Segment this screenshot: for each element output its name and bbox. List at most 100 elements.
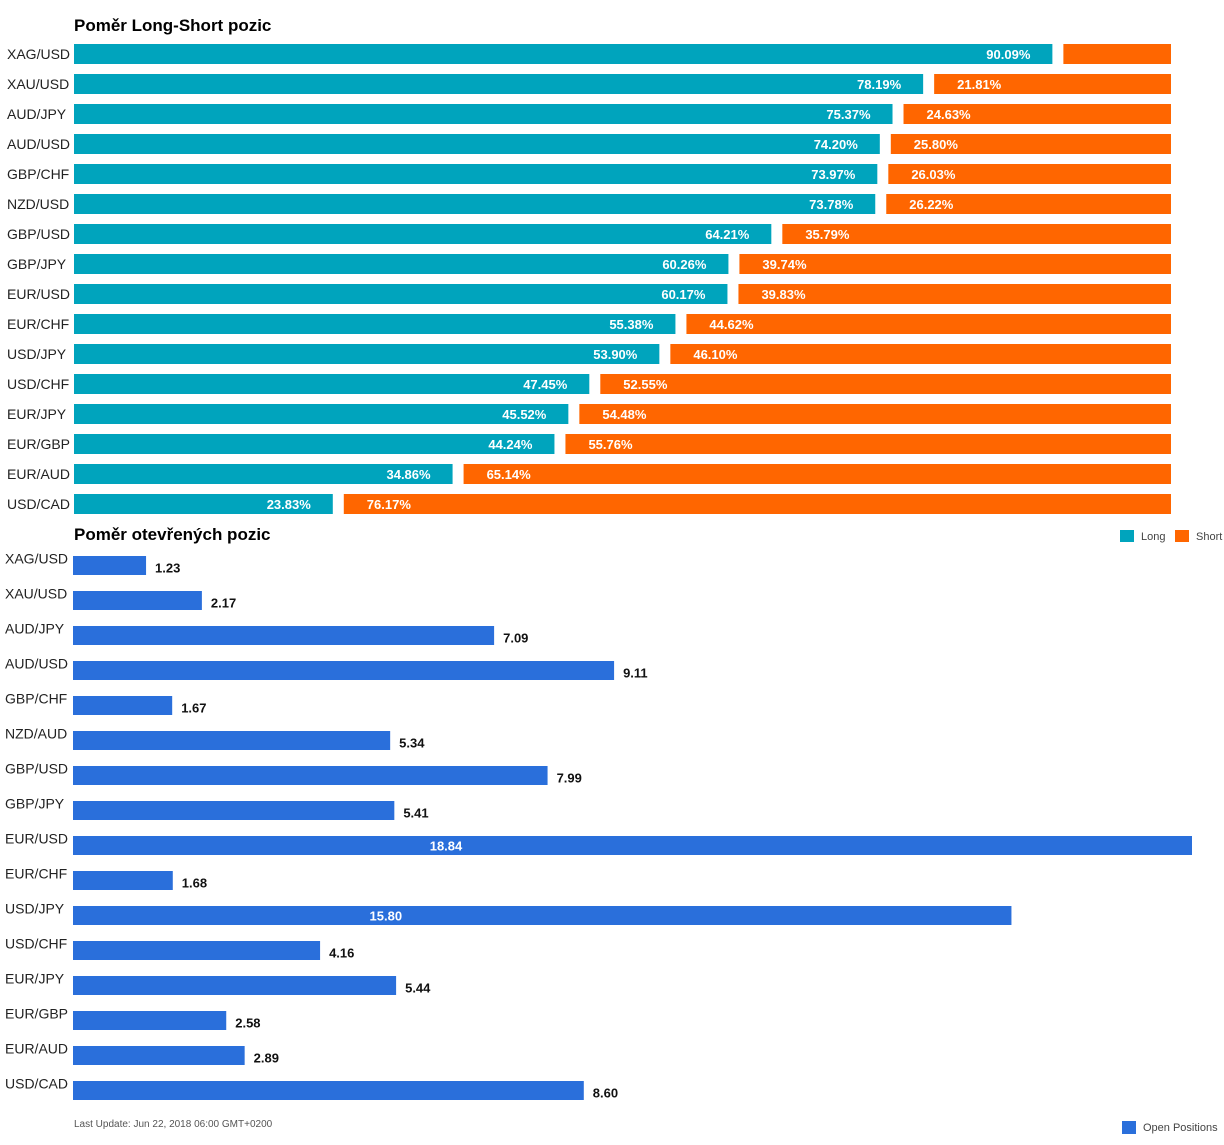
legend-long-swatch — [1120, 530, 1134, 542]
ls-category-label-xau-usd: XAU/USD — [7, 76, 69, 92]
op-category-label-usd-chf-11: USD/CHF — [5, 936, 67, 952]
op-bar-xag-usd-0 — [73, 556, 147, 575]
ls-long-bar-gbp-usd — [74, 224, 772, 244]
ls-short-value-usd-jpy: 46.10% — [693, 347, 738, 362]
op-category-label-eur-gbp-13: EUR/GBP — [5, 1006, 68, 1022]
ls-short-bar-gbp-usd — [782, 224, 1171, 244]
op-value-gbp-chf-4: 1.67 — [181, 701, 206, 716]
op-category-label-eur-usd-8: EUR/USD — [5, 831, 68, 847]
legend-open-positions-swatch — [1122, 1121, 1136, 1134]
ls-short-value-gbp-chf: 26.03% — [911, 167, 956, 182]
ls-long-bar-xag-usd — [74, 44, 1053, 64]
ls-category-label-nzd-usd: NZD/USD — [7, 196, 69, 212]
ls-category-label-eur-chf: EUR/CHF — [7, 316, 69, 332]
op-value-usd-jpy-10: 15.80 — [370, 909, 403, 924]
op-value-xag-usd-0: 1.23 — [155, 561, 180, 576]
ls-long-value-gbp-usd: 64.21% — [705, 227, 750, 242]
op-value-eur-jpy-12: 5.44 — [405, 981, 431, 996]
op-category-label-aud-jpy-2: AUD/JPY — [5, 621, 65, 637]
ls-short-bar-gbp-jpy — [739, 254, 1171, 274]
ls-long-bar-aud-jpy — [74, 104, 893, 124]
op-bar-gbp-usd-6 — [73, 766, 548, 785]
op-category-label-nzd-aud-5: NZD/AUD — [5, 726, 67, 742]
ls-short-bar-nzd-usd — [886, 194, 1171, 214]
ls-long-value-aud-jpy: 75.37% — [826, 107, 871, 122]
op-bar-eur-usd-8 — [73, 836, 1192, 855]
ls-short-value-nzd-usd: 26.22% — [909, 197, 954, 212]
ls-long-bar-eur-chf — [74, 314, 676, 334]
op-category-label-gbp-chf-4: GBP/CHF — [5, 691, 67, 707]
ls-long-value-nzd-usd: 73.78% — [809, 197, 854, 212]
ls-short-bar-xag-usd — [1063, 44, 1171, 64]
ls-short-value-eur-usd: 39.83% — [761, 287, 806, 302]
legend-short-label: Short — [1196, 531, 1222, 543]
ls-short-value-eur-jpy: 54.48% — [602, 407, 647, 422]
ls-long-value-xag-usd: 90.09% — [986, 47, 1031, 62]
op-bar-usd-chf-11 — [73, 941, 321, 960]
ls-short-value-aud-jpy: 24.63% — [927, 107, 972, 122]
open-positions-chart: XAG/USD 1.23 XAU/USD 2.17 AUD/JPY 7.09 AUD/USD… — [5, 551, 1192, 1101]
op-category-label-usd-cad-15: USD/CAD — [5, 1076, 68, 1092]
ls-category-label-xag-usd: XAG/USD — [7, 46, 70, 62]
ls-long-value-usd-chf: 47.45% — [523, 377, 568, 392]
op-value-gbp-jpy-7: 5.41 — [403, 806, 428, 821]
ls-category-label-usd-cad: USD/CAD — [7, 496, 70, 512]
ls-long-bar-aud-usd — [74, 134, 880, 154]
ls-long-value-xau-usd: 78.19% — [857, 77, 902, 92]
op-category-label-gbp-jpy-7: GBP/JPY — [5, 796, 65, 812]
ls-category-label-gbp-jpy: GBP/JPY — [7, 256, 67, 272]
ls-short-bar-gbp-chf — [888, 164, 1171, 184]
op-bar-gbp-jpy-7 — [73, 801, 395, 820]
ls-long-bar-usd-cad — [74, 494, 333, 514]
ls-long-value-eur-gbp: 44.24% — [488, 437, 533, 452]
op-bar-aud-usd-3 — [73, 661, 615, 680]
ls-short-value-gbp-usd: 35.79% — [805, 227, 850, 242]
op-value-aud-jpy-2: 7.09 — [503, 631, 528, 646]
op-bar-eur-jpy-12 — [73, 976, 397, 995]
ls-category-label-gbp-usd: GBP/USD — [7, 226, 70, 242]
op-bar-eur-aud-14 — [73, 1046, 245, 1065]
legend-open-positions-label: Open Positions — [1143, 1122, 1218, 1134]
ls-short-bar-usd-cad — [343, 494, 1171, 514]
ls-category-label-gbp-chf: GBP/CHF — [7, 166, 69, 182]
op-value-eur-gbp-13: 2.58 — [235, 1016, 260, 1031]
ls-long-bar-gbp-chf — [74, 164, 878, 184]
op-value-usd-cad-15: 8.60 — [593, 1086, 618, 1101]
ls-short-bar-xau-usd — [934, 74, 1171, 94]
long-short-chart-title: Poměr Long-Short pozic — [74, 16, 271, 35]
op-category-label-eur-aud-14: EUR/AUD — [5, 1041, 68, 1057]
op-bar-gbp-chf-4 — [73, 696, 173, 715]
ls-long-bar-usd-chf — [74, 374, 590, 394]
ls-short-value-aud-usd: 25.80% — [914, 137, 959, 152]
op-bar-eur-chf-9 — [73, 871, 173, 890]
ls-short-bar-aud-jpy — [903, 104, 1171, 124]
ls-short-bar-eur-aud — [463, 464, 1171, 484]
ls-short-bar-usd-jpy — [670, 344, 1171, 364]
long-short-legend: Long Short — [1120, 530, 1222, 543]
ls-short-bar-eur-chf — [686, 314, 1171, 334]
open-positions-chart-title: Poměr otevřených pozic — [74, 525, 271, 544]
ls-long-value-eur-jpy: 45.52% — [502, 407, 547, 422]
ls-long-bar-nzd-usd — [74, 194, 876, 214]
ls-short-value-gbp-jpy: 39.74% — [762, 257, 807, 272]
ls-long-value-usd-cad: 23.83% — [267, 497, 312, 512]
op-bar-usd-jpy-10 — [73, 906, 1012, 925]
op-category-label-gbp-usd-6: GBP/USD — [5, 761, 68, 777]
op-value-eur-chf-9: 1.68 — [182, 876, 207, 891]
ls-category-label-usd-chf: USD/CHF — [7, 376, 69, 392]
ls-short-value-eur-gbp: 55.76% — [588, 437, 633, 452]
ls-category-label-aud-jpy: AUD/JPY — [7, 106, 67, 122]
ls-short-value-usd-cad: 76.17% — [367, 497, 412, 512]
op-value-nzd-aud-5: 5.34 — [399, 736, 425, 751]
op-category-label-usd-jpy-10: USD/JPY — [5, 901, 65, 917]
op-value-gbp-usd-6: 7.99 — [557, 771, 582, 786]
op-value-aud-usd-3: 9.11 — [623, 666, 648, 681]
ls-category-label-eur-usd: EUR/USD — [7, 286, 70, 302]
ls-long-value-aud-usd: 74.20% — [814, 137, 859, 152]
open-positions-legend: Open Positions — [1122, 1121, 1218, 1134]
op-value-usd-chf-11: 4.16 — [329, 946, 354, 961]
op-value-eur-usd-8: 18.84 — [430, 839, 463, 854]
ls-category-label-aud-usd: AUD/USD — [7, 136, 70, 152]
op-bar-eur-gbp-13 — [73, 1011, 227, 1030]
